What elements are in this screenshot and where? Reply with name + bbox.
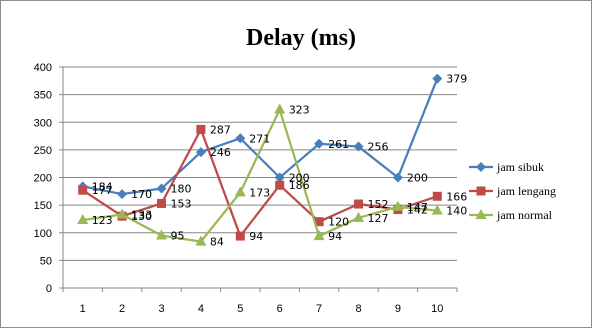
y-tick-label: 350 <box>34 90 52 102</box>
data-label: 95 <box>171 230 185 243</box>
x-tick-label: 6 <box>277 303 283 315</box>
data-point <box>274 104 285 114</box>
y-tick-label: 200 <box>34 173 52 185</box>
data-label: 246 <box>210 146 231 159</box>
y-tick-label: 400 <box>34 62 52 74</box>
data-label: 166 <box>446 190 467 203</box>
data-point <box>354 200 363 209</box>
data-label: 200 <box>407 172 428 185</box>
legend-entry: jam sibuk <box>469 160 544 174</box>
data-label: 379 <box>446 73 467 86</box>
legend-entry: jam lengang <box>469 184 556 198</box>
data-point <box>117 189 127 199</box>
data-label: 287 <box>210 123 231 136</box>
data-point <box>235 186 246 196</box>
data-label: 127 <box>368 212 389 225</box>
x-tick-label: 5 <box>237 303 243 315</box>
data-label: 170 <box>131 188 152 201</box>
data-point <box>236 232 245 241</box>
data-label: 140 <box>446 205 467 218</box>
data-label: 177 <box>92 184 113 197</box>
legend-label: jam normal <box>496 208 553 222</box>
legend-marker <box>476 162 486 172</box>
chart-title: Delay (ms) <box>246 25 356 51</box>
x-tick-label: 1 <box>80 303 86 315</box>
data-label: 186 <box>289 179 310 192</box>
data-label: 256 <box>368 141 389 154</box>
x-tick-label: 8 <box>355 303 361 315</box>
data-point <box>275 181 284 190</box>
data-point <box>157 199 166 208</box>
data-label: 261 <box>328 138 349 151</box>
data-label: 271 <box>249 132 270 145</box>
data-point <box>196 125 205 134</box>
data-label: 147 <box>407 201 428 214</box>
y-tick-label: 50 <box>40 255 52 267</box>
legend-entry: jam normal <box>469 208 553 222</box>
y-tick-label: 300 <box>34 117 52 129</box>
x-tick-label: 10 <box>431 303 443 315</box>
data-point <box>433 192 442 201</box>
legend-marker <box>477 187 486 196</box>
x-tick-label: 7 <box>316 303 322 315</box>
legend-label: jam sibuk <box>496 160 544 174</box>
data-label: 94 <box>328 230 342 243</box>
data-label: 173 <box>249 186 270 199</box>
data-point <box>78 186 87 195</box>
data-label: 133 <box>131 209 152 222</box>
y-tick-label: 250 <box>34 145 52 157</box>
legend: jam sibuk jam lengang jam normal <box>469 160 556 222</box>
data-label: 94 <box>249 230 263 243</box>
data-label: 123 <box>92 214 113 227</box>
x-tick-label: 3 <box>158 303 164 315</box>
data-label: 152 <box>368 198 389 211</box>
data-label: 153 <box>171 197 192 210</box>
y-tick-label: 0 <box>46 283 52 295</box>
legend-label: jam lengang <box>496 184 556 198</box>
y-tick-label: 150 <box>34 200 52 212</box>
x-tick-label: 9 <box>395 303 401 315</box>
data-label: 180 <box>171 183 192 196</box>
x-tick-label: 2 <box>119 303 125 315</box>
data-label: 120 <box>328 216 349 229</box>
data-point <box>432 74 442 84</box>
y-tick-label: 100 <box>34 228 52 240</box>
data-label: 323 <box>289 104 310 117</box>
x-tick-label: 4 <box>198 303 204 315</box>
data-label: 84 <box>210 236 224 249</box>
